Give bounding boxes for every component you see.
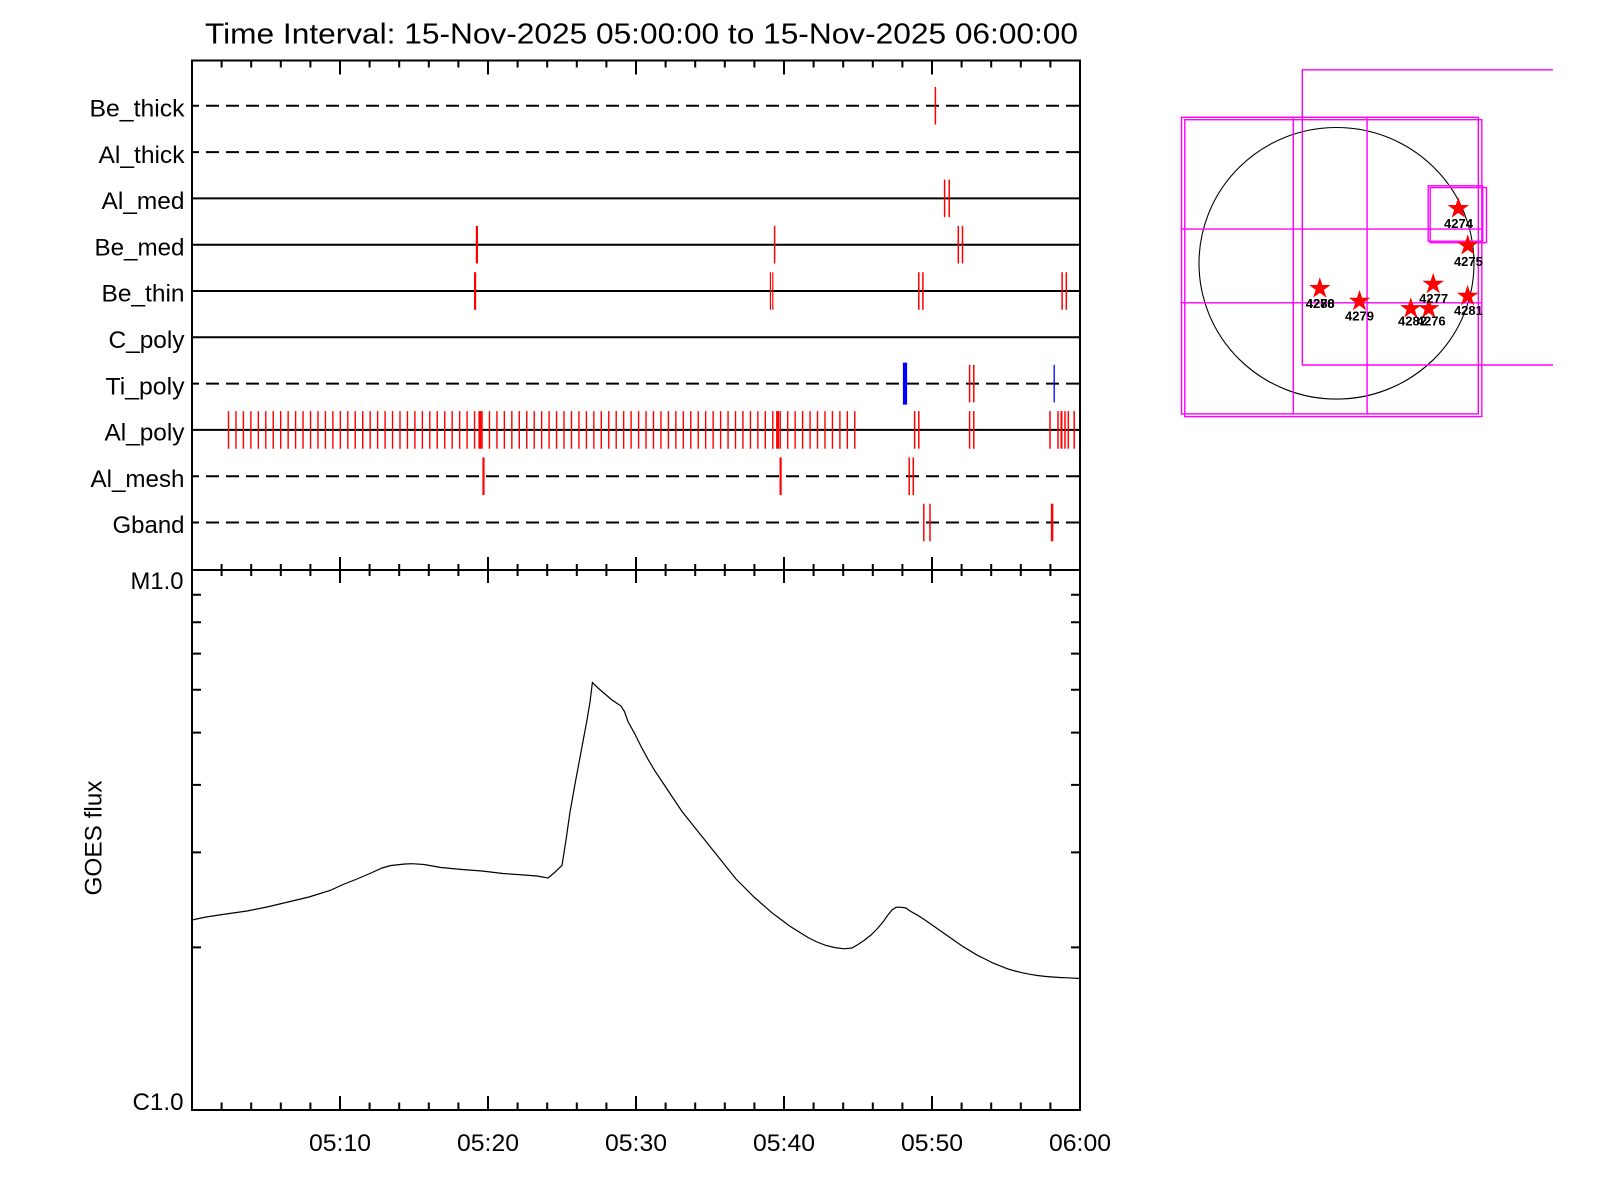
svg-text:4276: 4276 (1417, 314, 1446, 329)
svg-text:05:40: 05:40 (753, 1130, 815, 1157)
svg-text:4275: 4275 (1454, 254, 1483, 269)
svg-text:4278: 4278 (1306, 296, 1335, 311)
svg-text:05:10: 05:10 (309, 1130, 371, 1157)
svg-text:4279: 4279 (1345, 309, 1374, 324)
svg-text:Al_thick: Al_thick (99, 143, 185, 169)
svg-text:Time Interval: 15-Nov-2025 05:: Time Interval: 15-Nov-2025 05:00:00 to 1… (205, 19, 1078, 51)
svg-text:4277: 4277 (1419, 291, 1448, 306)
svg-text:05:20: 05:20 (457, 1130, 519, 1157)
svg-text:06:00: 06:00 (1049, 1130, 1111, 1157)
svg-text:M1.0: M1.0 (131, 568, 184, 595)
svg-text:Al_poly: Al_poly (105, 421, 185, 447)
svg-text:05:30: 05:30 (605, 1130, 667, 1157)
svg-text:Be_med: Be_med (95, 235, 185, 261)
svg-text:4281: 4281 (1454, 303, 1483, 318)
svg-text:Gband: Gband (113, 513, 185, 539)
svg-text:Be_thick: Be_thick (90, 97, 185, 123)
svg-text:4274: 4274 (1444, 216, 1474, 231)
svg-text:C1.0: C1.0 (133, 1089, 184, 1116)
svg-text:Al_mesh: Al_mesh (91, 467, 185, 493)
svg-text:05:50: 05:50 (901, 1130, 963, 1157)
svg-text:Be_thin: Be_thin (102, 282, 185, 308)
svg-text:Ti_poly: Ti_poly (106, 374, 185, 400)
svg-text:C_poly: C_poly (109, 328, 185, 354)
svg-text:GOES flux: GOES flux (81, 781, 108, 896)
svg-text:Al_med: Al_med (102, 189, 185, 215)
svg-text:4280: 4280 (1306, 296, 1335, 311)
svg-text:4282: 4282 (1398, 314, 1427, 329)
